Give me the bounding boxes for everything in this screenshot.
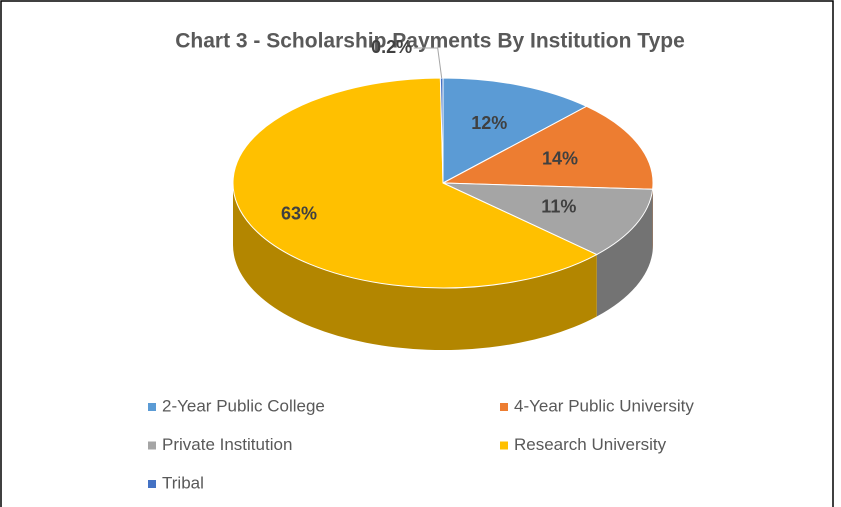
data-label: 11% <box>541 197 576 217</box>
slice <box>232 77 598 289</box>
leader-line <box>413 47 443 79</box>
legend-marker <box>500 441 508 450</box>
data-label: 0.2% <box>371 37 412 57</box>
legend-marker <box>148 403 156 411</box>
slice <box>442 77 588 184</box>
slice <box>442 182 654 256</box>
slice <box>441 105 654 190</box>
legend-label: Tribal <box>162 473 204 492</box>
data-label: 14% <box>542 148 578 168</box>
legend-label: 2-Year Public College <box>162 396 325 415</box>
legend-label: Private Institution <box>162 435 292 454</box>
legend-label: 4-Year Public University <box>514 396 694 415</box>
data-label: 12% <box>471 113 507 133</box>
slice-side <box>233 183 597 350</box>
legend-marker <box>148 480 156 488</box>
legend-marker <box>148 441 156 450</box>
chart-title: Chart 3 - Scholarship Payments By Instit… <box>175 30 685 53</box>
legend-label: Research University <box>514 435 667 454</box>
legend-marker <box>500 403 508 411</box>
data-label: 63% <box>281 204 317 224</box>
slice-side <box>596 189 653 317</box>
